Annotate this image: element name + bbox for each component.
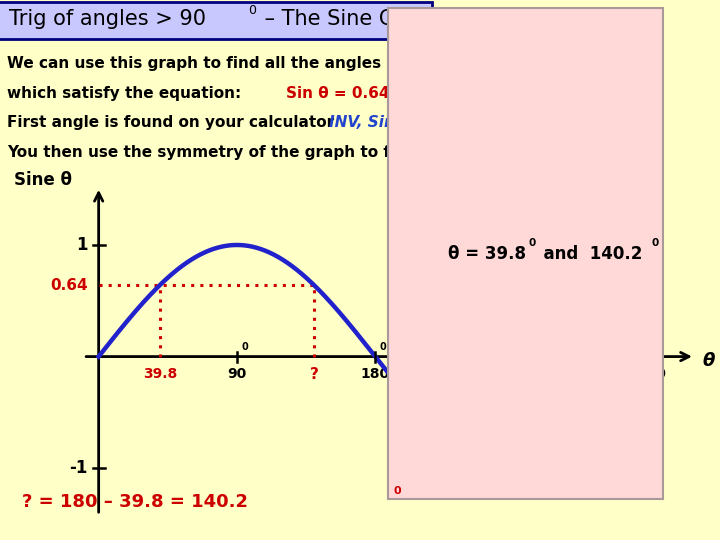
Text: 0: 0 [380,342,387,352]
Text: 0.64: 0.64 [50,278,88,293]
Text: 1: 1 [76,236,88,254]
Text: 0: 0 [241,342,248,352]
Text: You then use the symmetry of the graph to find any others.: You then use the symmetry of the graph t… [7,145,520,160]
Text: 90: 90 [228,367,246,381]
Text: ? = 180 – 39.8 = 140.2: ? = 180 – 39.8 = 140.2 [22,492,248,511]
Text: 180: 180 [361,367,390,381]
Text: 0: 0 [657,342,663,352]
Text: 0: 0 [557,99,564,110]
Text: Trig of angles > 90: Trig of angles > 90 [9,9,206,30]
Text: 0: 0 [652,238,659,248]
Text: ?: ? [310,367,318,382]
Text: 360: 360 [637,367,666,381]
FancyBboxPatch shape [0,2,432,39]
Text: 0: 0 [248,4,256,17]
Text: 0: 0 [529,238,536,248]
Text: Sine θ: Sine θ [14,171,72,189]
Text: -1: -1 [70,459,88,477]
Text: 0: 0 [394,485,401,496]
Text: θ = 39.8: θ = 39.8 [448,245,526,263]
Text: and  140.2: and 140.2 [532,245,642,263]
Text: θ = 39.8: θ = 39.8 [465,116,541,131]
Text: which satisfy the equation:: which satisfy the equation: [7,86,247,101]
Text: θ: θ [703,352,715,370]
Text: – The Sine Curve: – The Sine Curve [258,9,440,30]
Text: .: . [563,116,569,131]
Text: First angle is found on your calculator: First angle is found on your calculator [7,116,340,131]
Text: 270: 270 [499,367,528,381]
Text: 0: 0 [518,342,525,352]
Text: INV, Sin, 0.64: INV, Sin, 0.64 [329,116,444,131]
Text: 39.8: 39.8 [143,367,177,381]
Text: We can use this graph to find all the angles (from 0 to 360): We can use this graph to find all the an… [7,56,517,71]
FancyBboxPatch shape [387,9,662,500]
Text: Sin θ = 0.64: Sin θ = 0.64 [287,86,390,101]
